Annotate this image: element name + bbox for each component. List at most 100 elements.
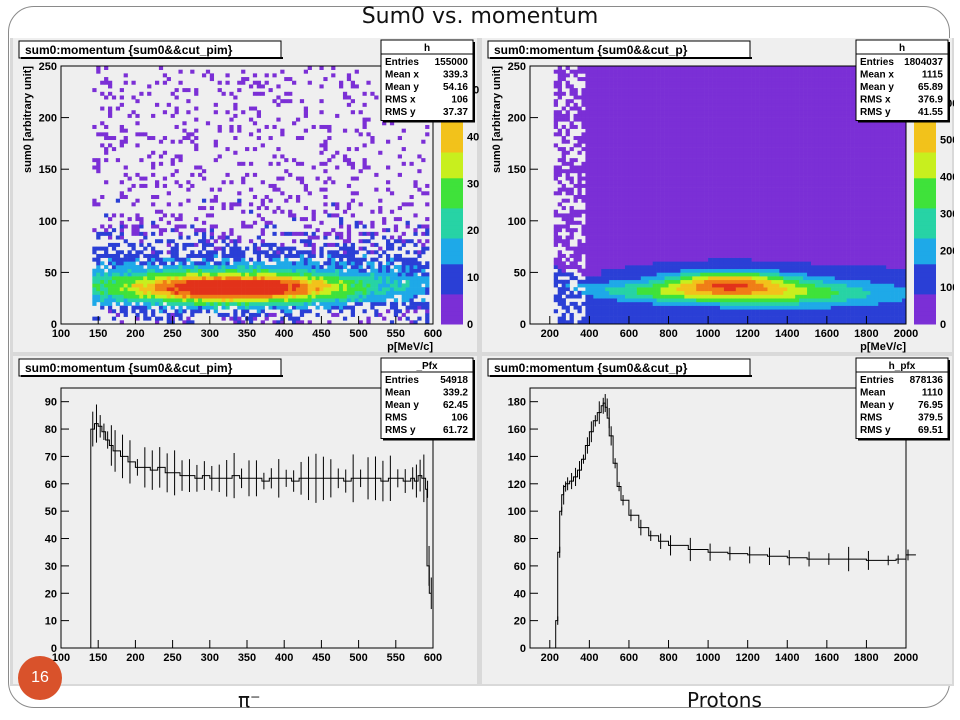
heatmap-cell <box>553 113 559 118</box>
heatmap-cell <box>573 301 578 306</box>
heatmap-cell <box>716 290 721 295</box>
heatmap-cell <box>680 73 685 78</box>
heatmap-cell <box>708 265 713 270</box>
heatmap-cell <box>652 298 657 303</box>
heatmap-cell <box>704 117 709 122</box>
heatmap-cell <box>581 161 586 166</box>
heatmap-cell <box>593 195 598 199</box>
heatmap-cell <box>617 283 622 288</box>
heatmap-cell <box>366 265 371 270</box>
heatmap-cell <box>256 283 262 288</box>
heatmap-cell <box>268 312 273 317</box>
heatmap-cell <box>225 80 230 85</box>
heatmap-cell <box>593 224 598 229</box>
heatmap-cell <box>573 276 578 281</box>
heatmap-cell <box>581 283 586 288</box>
heatmap-cell <box>190 272 195 277</box>
heatmap-cell <box>421 305 426 310</box>
heatmap-cell <box>628 198 634 203</box>
heatmap-cell <box>162 294 168 299</box>
heatmap-cell <box>601 231 606 236</box>
heatmap-cell <box>389 257 395 262</box>
heatmap-cell <box>350 298 355 303</box>
heatmap-cell <box>104 272 109 277</box>
heatmap-cell <box>268 265 273 270</box>
panel-label-text: sum0:momentum {sum0&&cut_pim} <box>25 43 233 57</box>
heatmap-cell <box>605 165 610 170</box>
heatmap-cell <box>628 235 634 240</box>
heatmap-cell <box>632 305 638 310</box>
heatmap-cell <box>194 301 199 306</box>
heatmap-cell <box>303 113 308 118</box>
heatmap-cell <box>712 235 717 240</box>
heatmap-cell <box>589 183 594 188</box>
heatmap-cell <box>664 66 669 70</box>
heatmap-cell <box>680 253 685 258</box>
heatmap-cell <box>696 309 701 314</box>
heatmap-cell <box>605 305 610 310</box>
color-bar-segment <box>441 229 463 235</box>
heatmap-cell <box>672 187 677 192</box>
heatmap-cell <box>280 209 285 214</box>
heatmap-cell <box>119 309 124 314</box>
heatmap-cell <box>652 165 657 170</box>
heatmap-cell <box>668 113 673 118</box>
heatmap-cell <box>601 246 606 251</box>
heatmap-cell <box>660 290 665 295</box>
heatmap-cell <box>209 231 215 236</box>
heatmap-cell <box>299 257 305 262</box>
heatmap-cell <box>111 265 117 270</box>
heatmap-cell <box>417 301 422 306</box>
heatmap-cell <box>589 320 594 325</box>
heatmap-cell <box>209 290 215 295</box>
heatmap-cell <box>652 287 657 292</box>
heatmap-cell <box>577 309 582 314</box>
heatmap-cell <box>585 99 590 104</box>
heatmap-cell <box>613 77 618 82</box>
heatmap-cell <box>205 272 211 277</box>
heatmap-cell <box>601 220 606 225</box>
heatmap-cell <box>644 209 650 214</box>
heatmap-cell <box>119 279 124 284</box>
heatmap-cell <box>280 276 285 281</box>
heatmap-cell <box>174 279 179 284</box>
heatmap-cell <box>307 242 312 247</box>
heatmap-cell <box>621 294 626 299</box>
heatmap-cell <box>115 298 121 303</box>
heatmap-cell <box>605 242 610 247</box>
heatmap-cell <box>182 298 187 303</box>
heatmap-cell <box>648 231 653 236</box>
heatmap-cell <box>609 128 614 133</box>
heatmap-cell <box>609 139 614 144</box>
chart-panel-2: sum0:momentum {sum0&&cut_p}0100200300400… <box>482 38 954 353</box>
heatmap-cell <box>233 246 238 251</box>
heatmap-cell <box>664 95 669 100</box>
heatmap-cell <box>597 287 602 292</box>
heatmap-cell <box>613 169 618 174</box>
heatmap-cell <box>256 298 262 303</box>
heatmap-cell <box>680 228 685 233</box>
heatmap-cell <box>652 231 657 236</box>
heatmap-cell <box>644 117 650 122</box>
heatmap-cell <box>213 283 218 288</box>
heatmap-cell <box>186 287 191 292</box>
heatmap-cell <box>158 250 164 255</box>
heatmap-cell <box>688 250 693 255</box>
heatmap-cell <box>221 276 226 281</box>
heatmap-cell <box>393 298 399 303</box>
color-bar-tick-label: 10 <box>467 272 479 284</box>
heatmap-cell <box>154 287 160 292</box>
heatmap-cell <box>190 268 195 273</box>
heatmap-cell <box>672 180 677 185</box>
heatmap-cell <box>700 268 705 273</box>
heatmap-cell <box>589 187 594 192</box>
heatmap-cell <box>295 268 301 273</box>
heatmap-cell <box>676 66 681 70</box>
heatmap-cell <box>417 268 422 273</box>
heatmap-cell <box>692 191 697 196</box>
heatmap-cell <box>656 242 661 247</box>
heatmap-cell <box>323 268 328 273</box>
heatmap-cell <box>660 77 665 82</box>
heatmap-cell <box>632 202 638 207</box>
heatmap-cell <box>648 198 653 203</box>
